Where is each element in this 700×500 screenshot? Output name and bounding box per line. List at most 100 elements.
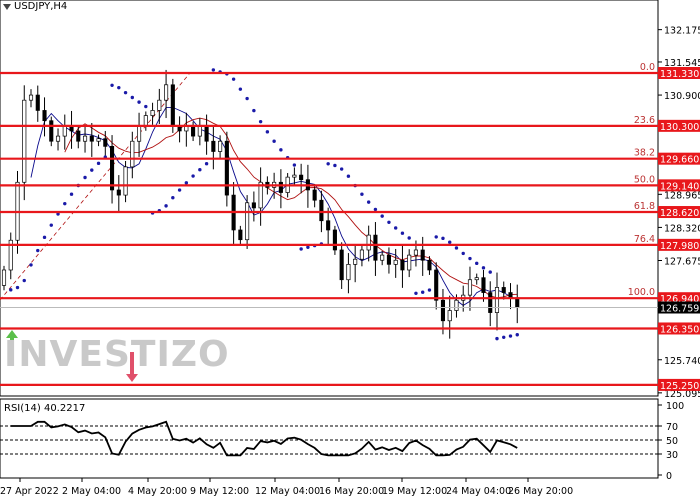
candle-body xyxy=(211,140,216,152)
time-axis-label: 4 May 20:00 xyxy=(128,486,187,497)
parabolic-sar-dot xyxy=(22,278,26,283)
candle-body xyxy=(400,259,405,271)
candle-body xyxy=(353,258,358,265)
candle-body xyxy=(238,229,243,241)
price-level-tag xyxy=(658,179,700,192)
parabolic-sar-dot xyxy=(171,196,175,200)
parabolic-sar-dot xyxy=(427,288,432,292)
price-axis-label: 127.675 xyxy=(664,257,700,268)
parabolic-sar-dot xyxy=(83,175,87,180)
candle-body xyxy=(157,99,162,111)
time-axis-label: 9 May 12:00 xyxy=(190,486,249,497)
parabolic-sar-dot xyxy=(326,162,330,166)
candle-body xyxy=(130,140,135,168)
candle-body xyxy=(35,94,40,111)
parabolic-sar-dot xyxy=(258,119,263,124)
fibonacci-trendline xyxy=(0,72,191,301)
time-axis-label: 16 May 20:00 xyxy=(319,486,384,497)
parabolic-sar-dot xyxy=(90,168,94,172)
parabolic-sar-dot xyxy=(231,77,236,81)
candle-body xyxy=(501,287,506,293)
main-panel-frame xyxy=(0,0,659,397)
symbol-label: USDJPY,H4 xyxy=(14,1,68,12)
parabolic-sar-dot xyxy=(130,95,135,100)
candle-body xyxy=(488,292,493,313)
price-level-tag-label: 130.300 xyxy=(660,122,699,133)
price-level-tag-label: 129.660 xyxy=(660,155,699,166)
candle-body xyxy=(55,135,61,142)
parabolic-sar-dot xyxy=(9,288,13,292)
fibonacci-level-label: 61.8 xyxy=(634,201,655,212)
candle-body xyxy=(467,279,473,296)
parabolic-sar-dot xyxy=(42,235,47,240)
parabolic-sar-dot xyxy=(373,207,378,212)
price-axis-label: 128.320 xyxy=(664,223,700,234)
candle-body xyxy=(164,84,169,101)
candle-body xyxy=(42,110,47,122)
candle-body xyxy=(366,234,371,251)
price-level-tag xyxy=(658,67,700,79)
time-axis-label: 19 May 12:00 xyxy=(382,486,447,497)
parabolic-sar-dot xyxy=(279,148,283,152)
parabolic-sar-dot xyxy=(380,214,384,218)
candle-body xyxy=(96,138,101,142)
parabolic-sar-dot xyxy=(238,87,243,91)
candle-body xyxy=(89,135,94,142)
rsi-axis-label: 30 xyxy=(666,450,678,461)
candle-body xyxy=(22,99,27,183)
candle-body xyxy=(170,84,175,127)
time-axis-label: 2 May 04:00 xyxy=(62,486,121,497)
parabolic-sar-dot xyxy=(49,223,53,227)
parabolic-sar-dot xyxy=(164,204,168,208)
parabolic-sar-dot xyxy=(252,108,256,113)
parabolic-sar-dot xyxy=(15,285,20,290)
fibonacci-level-label: 0.0 xyxy=(640,62,655,73)
parabolic-sar-dot xyxy=(393,226,398,230)
candle-body xyxy=(427,259,432,271)
parabolic-sar-dot xyxy=(475,261,479,266)
candle-body xyxy=(326,220,331,231)
parabolic-sar-dot xyxy=(184,181,189,185)
candle-body xyxy=(413,249,418,256)
candle-body xyxy=(224,140,229,196)
price-level-tag xyxy=(658,119,700,132)
candle-body xyxy=(116,189,121,196)
candle-body xyxy=(319,199,324,222)
parabolic-sar-dot xyxy=(454,246,459,250)
candle-body xyxy=(197,125,202,137)
price-level-tag-label: 128.620 xyxy=(660,208,699,219)
red-down-arrow-icon xyxy=(126,352,138,382)
candle-body xyxy=(103,138,108,147)
price-level-tag-label: 131.330 xyxy=(660,69,699,80)
rsi-line xyxy=(10,420,518,457)
parabolic-sar-dot xyxy=(56,212,60,216)
candle-body xyxy=(494,287,500,313)
time-axis-label: 12 May 04:00 xyxy=(255,486,320,497)
rsi-panel-frame xyxy=(0,398,659,479)
candle-body xyxy=(339,249,344,281)
time-axis-label: 27 Apr 2022 xyxy=(0,486,59,497)
parabolic-sar-dot xyxy=(346,174,351,178)
candle-body xyxy=(312,189,317,201)
candle-body xyxy=(245,202,250,241)
candle-body xyxy=(123,166,128,196)
candle-body xyxy=(8,239,13,271)
candle-body xyxy=(76,130,81,142)
price-level-tag-label: 125.250 xyxy=(660,381,699,392)
parabolic-sar-dot xyxy=(110,83,114,88)
candle-body xyxy=(420,249,425,261)
candle-body xyxy=(332,229,337,251)
parabolic-sar-dot xyxy=(508,334,513,338)
parabolic-sar-dot xyxy=(414,291,418,295)
parabolic-sar-dot xyxy=(245,96,249,101)
rsi-axis-label: 100 xyxy=(666,401,684,412)
candle-body xyxy=(447,310,452,322)
parabolic-sar-dot xyxy=(360,192,364,196)
candle-body xyxy=(359,249,364,260)
candle-body xyxy=(373,234,378,261)
parabolic-sar-dot xyxy=(117,85,121,90)
price-axis-label: 132.175 xyxy=(664,26,700,37)
fibonacci-level-label: 100.0 xyxy=(628,287,655,298)
